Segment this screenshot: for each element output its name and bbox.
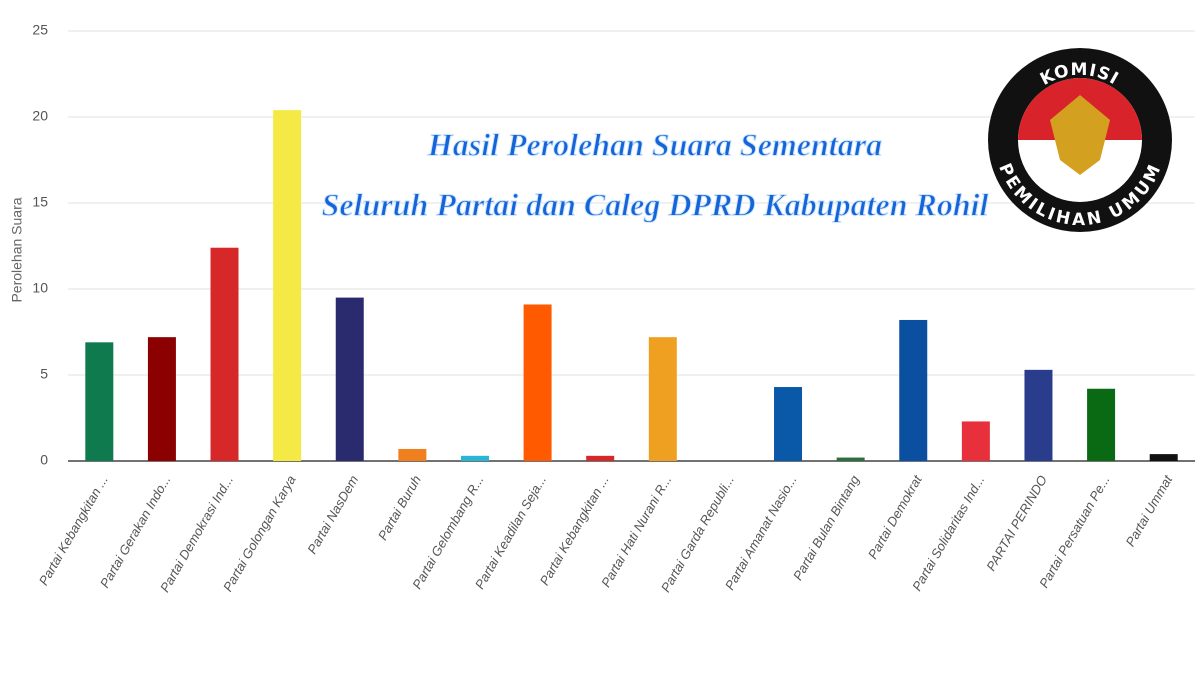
y-axis-label: Perolehan Suara: [9, 197, 25, 302]
bar: [273, 110, 302, 462]
bar: [210, 247, 239, 461]
bar: [774, 387, 803, 461]
chart-subtitle: Seluruh Partai dan Caleg DPRD Kabupaten …: [322, 186, 989, 222]
bar: [460, 455, 489, 461]
x-tick-label: Partai Demokrat: [865, 472, 926, 562]
bar: [961, 421, 990, 461]
bar: [523, 304, 552, 461]
x-tick-label: Partai Gelombang R...: [409, 473, 486, 592]
logo: KOMISI PEMILIHAN UMUM: [988, 48, 1172, 232]
x-tick-label: Partai NasDem: [304, 473, 361, 557]
bar: [147, 337, 176, 461]
x-tick-label: Partai Keadilan Seja...: [472, 473, 549, 592]
x-tick-label: Partai Gerakan Indo...: [97, 473, 174, 591]
x-tick-label: Partai Solidaritas Ind...: [909, 473, 987, 594]
x-tick-label: Partai Ummat: [1123, 472, 1176, 550]
x-tick-label: Partai Hati Nurani R...: [598, 473, 674, 590]
y-tick-label: 25: [32, 22, 48, 38]
bar: [85, 342, 114, 461]
bar: [648, 337, 677, 461]
y-tick-label: 0: [40, 452, 48, 468]
chart-title: Hasil Perolehan Suara Sementara: [427, 126, 882, 162]
bar: [899, 319, 928, 461]
bar: [398, 448, 427, 461]
bar: [1024, 369, 1053, 461]
x-tick-label: Partai Kebangkitan ...: [537, 473, 612, 588]
y-tick-label: 15: [32, 194, 48, 210]
bar: [586, 455, 615, 461]
bar: [1149, 454, 1178, 461]
x-tick-label: Partai Buruh: [375, 473, 424, 543]
y-tick-label: 5: [40, 366, 48, 382]
y-tick-label: 10: [32, 280, 48, 296]
x-tick-label: Partai Garda Republi...: [658, 473, 737, 595]
bar: [335, 297, 364, 461]
x-tick-label: Partai Demokrasi Ind...: [157, 473, 236, 595]
x-tick-label: PARTAI PERINDO: [983, 473, 1050, 574]
bar: [1087, 388, 1116, 461]
x-tick-label: Partai Persatuan Pe...: [1036, 473, 1113, 591]
x-tick-label: Partai Golongan Karya: [220, 473, 299, 594]
x-tick-label: Partai Bulan Bintang: [790, 472, 863, 583]
x-tick-label: Partai Amanat Nasio...: [722, 473, 800, 593]
logo-emblem: [1050, 95, 1110, 175]
bar: [836, 457, 865, 461]
y-tick-label: 20: [32, 108, 48, 124]
x-tick-label: Partai Kebangkitan ...: [36, 473, 111, 588]
